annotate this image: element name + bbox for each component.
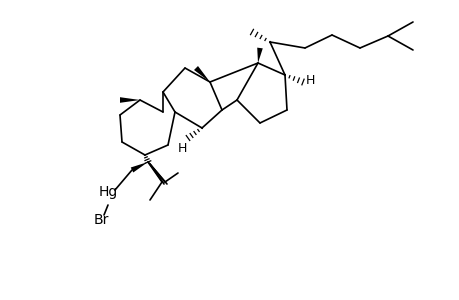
- Polygon shape: [120, 97, 140, 103]
- Text: H: H: [305, 74, 314, 86]
- Polygon shape: [130, 162, 148, 172]
- Text: Br: Br: [93, 213, 108, 227]
- Text: Hg: Hg: [98, 185, 118, 199]
- Polygon shape: [194, 66, 210, 82]
- Polygon shape: [257, 48, 262, 63]
- Text: H: H: [177, 142, 186, 154]
